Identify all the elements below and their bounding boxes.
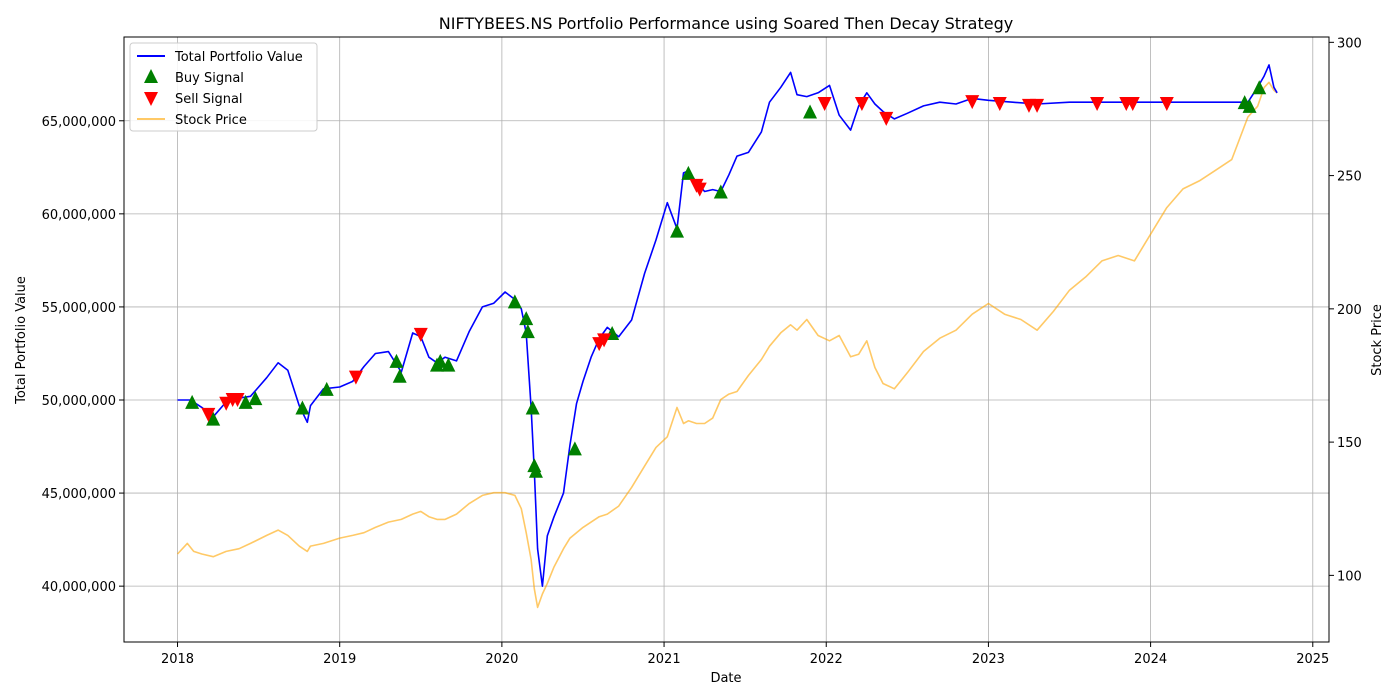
y-tick-label: 60,000,000	[42, 208, 116, 223]
buy-signal-marker	[248, 391, 263, 406]
sell-signal-marker	[692, 182, 707, 197]
legend-buy-swatch	[144, 69, 158, 83]
x-tick-label: 2020	[485, 652, 518, 667]
buy-signal-marker	[1252, 80, 1267, 95]
buy-signal-marker	[519, 311, 534, 326]
x-tick-label: 2025	[1296, 652, 1329, 667]
x-tick-label: 2021	[648, 652, 681, 667]
stock-price-line	[176, 81, 1278, 609]
legend-portfolio-label: Total Portfolio Value	[174, 50, 303, 65]
grid	[124, 37, 1329, 642]
sell-signal-marker	[201, 407, 216, 422]
legend-price-label: Stock Price	[175, 113, 247, 128]
legend: Total Portfolio Value Buy Signal Sell Si…	[129, 42, 318, 132]
sell-signal-marker	[879, 111, 894, 126]
x-tick-label: 2019	[323, 652, 356, 667]
sell-signal-marker	[1090, 97, 1105, 112]
y-right-tick-label: 150	[1337, 436, 1362, 451]
sell-signal-marker	[965, 95, 980, 110]
legend-buy-label: Buy Signal	[175, 71, 244, 86]
signal-markers	[185, 80, 1267, 478]
y-tick-label: 65,000,000	[42, 115, 116, 130]
y-axis-right-title: Stock Price	[1370, 304, 1385, 376]
x-axis: 2018 2019 2020 2021 2022 2023 2024 2025	[161, 642, 1329, 667]
y-right-tick-label: 100	[1337, 569, 1362, 584]
sell-signal-marker	[854, 97, 869, 112]
buy-signal-marker	[567, 441, 582, 456]
buy-signal-marker	[295, 400, 310, 415]
sell-signal-marker	[230, 393, 245, 407]
y-axis-left: 40,000,000 45,000,000 50,000,000 55,000,000…	[42, 115, 124, 595]
buy-signal-marker	[433, 353, 448, 368]
buy-signal-marker	[1242, 98, 1257, 113]
sell-signal-marker	[1030, 98, 1045, 113]
y-axis-title: Total Portfolio Value	[14, 276, 29, 405]
stock-price-series	[176, 81, 1278, 609]
buy-signal-marker	[713, 184, 728, 199]
buy-signal-marker	[520, 324, 535, 339]
x-tick-label: 2024	[1134, 652, 1167, 667]
x-tick-label: 2022	[810, 652, 843, 667]
x-tick-label: 2018	[161, 652, 194, 667]
sell-signal-marker	[1159, 97, 1174, 112]
buy-signal-marker	[206, 411, 221, 426]
buy-signal-marker	[803, 104, 818, 119]
portfolio-value-line	[177, 64, 1278, 588]
portfolio-value-series	[177, 64, 1278, 588]
buy-signal-marker	[681, 165, 696, 180]
y-tick-label: 40,000,000	[42, 580, 116, 595]
buy-signal-marker	[185, 394, 200, 409]
y-tick-label: 45,000,000	[42, 487, 116, 502]
plot-frame	[123, 36, 1330, 643]
y-right-tick-label: 250	[1337, 170, 1362, 185]
buy-signal-marker	[441, 357, 456, 372]
buy-signal-marker	[528, 463, 543, 478]
buy-signal-marker	[389, 353, 404, 368]
sell-signal-marker	[1125, 97, 1140, 112]
buy-signal-marker	[507, 294, 522, 309]
buy-signal-marker	[238, 394, 253, 409]
y-right-tick-label: 300	[1337, 36, 1362, 51]
y-right-tick-label: 200	[1337, 303, 1362, 318]
y-tick-label: 50,000,000	[42, 394, 116, 409]
chart-title: NIFTYBEES.NS Portfolio Performance using…	[439, 14, 1013, 33]
buy-signal-marker	[525, 400, 540, 415]
sell-signal-marker	[817, 97, 832, 112]
sell-signal-marker	[597, 333, 612, 348]
x-axis-title: Date	[710, 671, 741, 686]
legend-sell-swatch	[144, 92, 158, 106]
y-axis-right: 100 150 200 250 300	[1329, 36, 1362, 584]
buy-signal-marker	[392, 368, 407, 383]
y-tick-label: 55,000,000	[42, 301, 116, 316]
legend-box	[129, 42, 318, 132]
x-tick-label: 2023	[972, 652, 1005, 667]
sell-signal-marker	[992, 97, 1007, 112]
legend-sell-label: Sell Signal	[175, 92, 243, 107]
sell-signal-marker	[413, 327, 428, 342]
buy-signal-marker	[670, 223, 685, 238]
buy-signal-marker	[319, 381, 334, 396]
sell-signal-marker	[348, 370, 363, 385]
